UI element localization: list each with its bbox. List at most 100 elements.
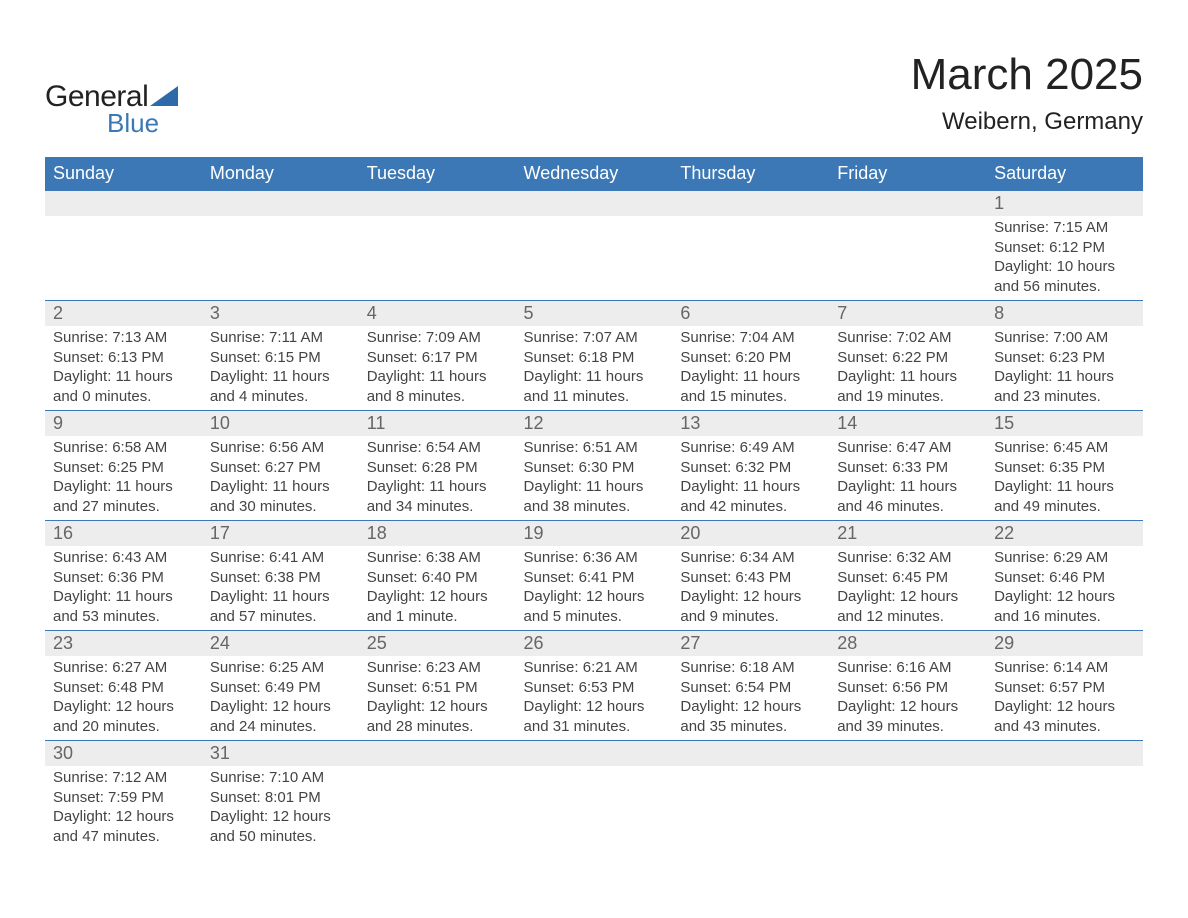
day-content	[829, 766, 986, 792]
sunrise-text: Sunrise: 6:29 AM	[994, 548, 1135, 568]
daylight-text: Daylight: 11 hours and 49 minutes.	[994, 477, 1135, 516]
calendar-cell	[672, 191, 829, 301]
day-content: Sunrise: 6:43 AMSunset: 6:36 PMDaylight:…	[45, 546, 202, 630]
sunrise-text: Sunrise: 6:51 AM	[524, 438, 665, 458]
calendar-week-row: 9Sunrise: 6:58 AMSunset: 6:25 PMDaylight…	[45, 411, 1143, 521]
calendar-cell: 28Sunrise: 6:16 AMSunset: 6:56 PMDayligh…	[829, 631, 986, 741]
day-content	[45, 216, 202, 242]
calendar-cell: 13Sunrise: 6:49 AMSunset: 6:32 PMDayligh…	[672, 411, 829, 521]
sunset-text: Sunset: 6:36 PM	[53, 568, 194, 588]
sunrise-text: Sunrise: 7:11 AM	[210, 328, 351, 348]
sunset-text: Sunset: 6:33 PM	[837, 458, 978, 478]
daylight-text: Daylight: 11 hours and 46 minutes.	[837, 477, 978, 516]
day-number: 17	[202, 521, 359, 546]
calendar-table: Sunday Monday Tuesday Wednesday Thursday…	[45, 157, 1143, 850]
daylight-text: Daylight: 12 hours and 12 minutes.	[837, 587, 978, 626]
day-content: Sunrise: 6:51 AMSunset: 6:30 PMDaylight:…	[516, 436, 673, 520]
month-title: March 2025	[911, 50, 1143, 100]
day-number: 10	[202, 411, 359, 436]
location: Weibern, Germany	[911, 108, 1143, 136]
weekday-header: Monday	[202, 157, 359, 191]
sunset-text: Sunset: 6:35 PM	[994, 458, 1135, 478]
weekday-header: Thursday	[672, 157, 829, 191]
daylight-text: Daylight: 11 hours and 11 minutes.	[524, 367, 665, 406]
sunrise-text: Sunrise: 6:49 AM	[680, 438, 821, 458]
sunrise-text: Sunrise: 7:07 AM	[524, 328, 665, 348]
sunset-text: Sunset: 6:48 PM	[53, 678, 194, 698]
calendar-cell: 24Sunrise: 6:25 AMSunset: 6:49 PMDayligh…	[202, 631, 359, 741]
day-number: 12	[516, 411, 673, 436]
day-content	[359, 216, 516, 242]
day-number: 29	[986, 631, 1143, 656]
weekday-header: Saturday	[986, 157, 1143, 191]
calendar-cell	[672, 741, 829, 851]
day-content: Sunrise: 7:15 AMSunset: 6:12 PMDaylight:…	[986, 216, 1143, 300]
calendar-week-row: 23Sunrise: 6:27 AMSunset: 6:48 PMDayligh…	[45, 631, 1143, 741]
sunset-text: Sunset: 6:45 PM	[837, 568, 978, 588]
daylight-text: Daylight: 12 hours and 5 minutes.	[524, 587, 665, 626]
weekday-header-row: Sunday Monday Tuesday Wednesday Thursday…	[45, 157, 1143, 191]
sunset-text: Sunset: 8:01 PM	[210, 788, 351, 808]
day-number	[829, 191, 986, 216]
calendar-cell: 6Sunrise: 7:04 AMSunset: 6:20 PMDaylight…	[672, 301, 829, 411]
daylight-text: Daylight: 12 hours and 35 minutes.	[680, 697, 821, 736]
calendar-cell: 25Sunrise: 6:23 AMSunset: 6:51 PMDayligh…	[359, 631, 516, 741]
day-content: Sunrise: 6:47 AMSunset: 6:33 PMDaylight:…	[829, 436, 986, 520]
daylight-text: Daylight: 11 hours and 23 minutes.	[994, 367, 1135, 406]
daylight-text: Daylight: 12 hours and 9 minutes.	[680, 587, 821, 626]
calendar-cell: 15Sunrise: 6:45 AMSunset: 6:35 PMDayligh…	[986, 411, 1143, 521]
day-number	[672, 191, 829, 216]
day-content	[516, 766, 673, 792]
day-content: Sunrise: 6:21 AMSunset: 6:53 PMDaylight:…	[516, 656, 673, 740]
day-content: Sunrise: 7:09 AMSunset: 6:17 PMDaylight:…	[359, 326, 516, 410]
calendar-cell	[986, 741, 1143, 851]
sunrise-text: Sunrise: 6:54 AM	[367, 438, 508, 458]
calendar-cell: 5Sunrise: 7:07 AMSunset: 6:18 PMDaylight…	[516, 301, 673, 411]
day-content: Sunrise: 6:18 AMSunset: 6:54 PMDaylight:…	[672, 656, 829, 740]
day-content: Sunrise: 7:10 AMSunset: 8:01 PMDaylight:…	[202, 766, 359, 850]
day-number: 6	[672, 301, 829, 326]
sunrise-text: Sunrise: 6:27 AM	[53, 658, 194, 678]
sunset-text: Sunset: 6:17 PM	[367, 348, 508, 368]
calendar-cell	[829, 191, 986, 301]
daylight-text: Daylight: 11 hours and 30 minutes.	[210, 477, 351, 516]
day-number: 24	[202, 631, 359, 656]
daylight-text: Daylight: 11 hours and 34 minutes.	[367, 477, 508, 516]
day-number: 8	[986, 301, 1143, 326]
day-number: 30	[45, 741, 202, 766]
day-number: 18	[359, 521, 516, 546]
calendar-cell	[359, 191, 516, 301]
calendar-cell: 16Sunrise: 6:43 AMSunset: 6:36 PMDayligh…	[45, 521, 202, 631]
day-number: 14	[829, 411, 986, 436]
sunset-text: Sunset: 6:18 PM	[524, 348, 665, 368]
sunset-text: Sunset: 6:20 PM	[680, 348, 821, 368]
day-number	[516, 741, 673, 766]
sunset-text: Sunset: 6:23 PM	[994, 348, 1135, 368]
day-number: 1	[986, 191, 1143, 216]
daylight-text: Daylight: 12 hours and 20 minutes.	[53, 697, 194, 736]
calendar-cell: 12Sunrise: 6:51 AMSunset: 6:30 PMDayligh…	[516, 411, 673, 521]
calendar-cell: 20Sunrise: 6:34 AMSunset: 6:43 PMDayligh…	[672, 521, 829, 631]
sunset-text: Sunset: 6:28 PM	[367, 458, 508, 478]
day-content: Sunrise: 6:56 AMSunset: 6:27 PMDaylight:…	[202, 436, 359, 520]
calendar-cell: 29Sunrise: 6:14 AMSunset: 6:57 PMDayligh…	[986, 631, 1143, 741]
calendar-cell: 3Sunrise: 7:11 AMSunset: 6:15 PMDaylight…	[202, 301, 359, 411]
sunrise-text: Sunrise: 7:04 AM	[680, 328, 821, 348]
sunset-text: Sunset: 6:25 PM	[53, 458, 194, 478]
day-content: Sunrise: 6:49 AMSunset: 6:32 PMDaylight:…	[672, 436, 829, 520]
sunrise-text: Sunrise: 7:13 AM	[53, 328, 194, 348]
sunset-text: Sunset: 6:15 PM	[210, 348, 351, 368]
calendar-cell	[359, 741, 516, 851]
day-number: 4	[359, 301, 516, 326]
sunset-text: Sunset: 6:57 PM	[994, 678, 1135, 698]
day-number	[986, 741, 1143, 766]
day-number: 25	[359, 631, 516, 656]
title-block: March 2025 Weibern, Germany	[911, 50, 1143, 136]
day-number: 27	[672, 631, 829, 656]
day-content: Sunrise: 6:36 AMSunset: 6:41 PMDaylight:…	[516, 546, 673, 630]
day-content: Sunrise: 7:02 AMSunset: 6:22 PMDaylight:…	[829, 326, 986, 410]
day-number: 2	[45, 301, 202, 326]
day-content: Sunrise: 7:07 AMSunset: 6:18 PMDaylight:…	[516, 326, 673, 410]
sunrise-text: Sunrise: 6:25 AM	[210, 658, 351, 678]
calendar-cell: 30Sunrise: 7:12 AMSunset: 7:59 PMDayligh…	[45, 741, 202, 851]
